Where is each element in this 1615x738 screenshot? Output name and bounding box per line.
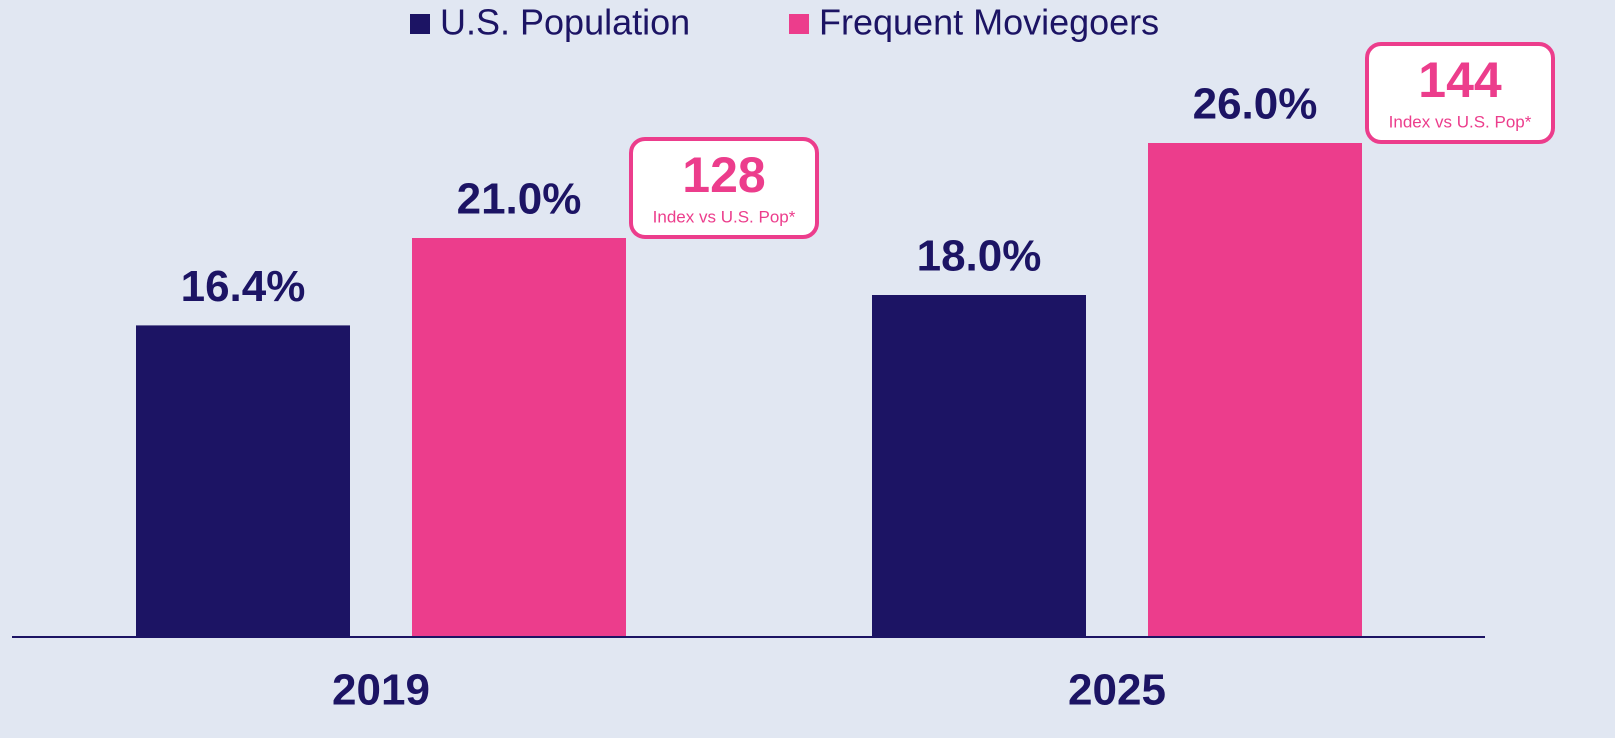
index-value: 128 bbox=[682, 147, 765, 203]
value-label: 18.0% bbox=[917, 232, 1042, 281]
value-label: 16.4% bbox=[181, 262, 306, 311]
index-caption: Index vs U.S. Pop* bbox=[1389, 112, 1532, 131]
x-tick-label: 2019 bbox=[332, 666, 430, 715]
x-tick-label: 2025 bbox=[1068, 666, 1166, 715]
legend-label: Frequent Moviegoers bbox=[819, 2, 1159, 43]
bar bbox=[1148, 143, 1362, 637]
index-caption: Index vs U.S. Pop* bbox=[653, 207, 796, 226]
bar bbox=[136, 325, 350, 637]
value-label: 21.0% bbox=[457, 175, 582, 224]
index-box bbox=[629, 137, 819, 239]
legend-label: U.S. Population bbox=[440, 2, 690, 43]
legend-swatch bbox=[410, 14, 430, 34]
index-value: 144 bbox=[1418, 52, 1502, 108]
bar bbox=[872, 295, 1086, 637]
index-box bbox=[1365, 42, 1555, 144]
value-label: 26.0% bbox=[1193, 80, 1318, 129]
bar bbox=[412, 238, 626, 637]
legend-swatch bbox=[789, 14, 809, 34]
